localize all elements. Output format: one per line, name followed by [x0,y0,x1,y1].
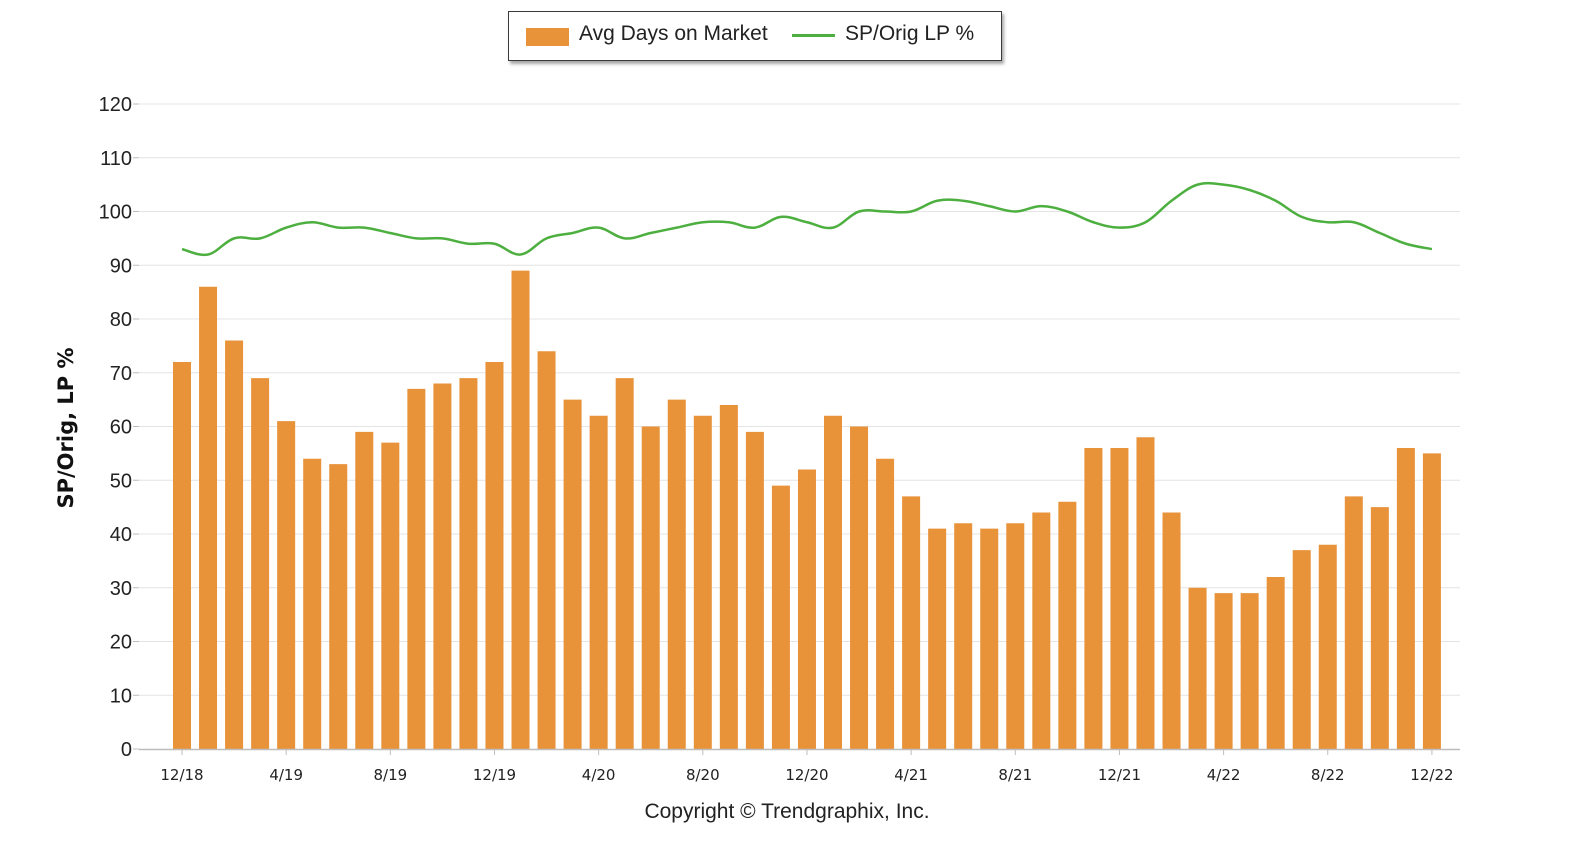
legend-label-line: SP/Orig LP % [845,22,975,45]
bar [485,362,504,749]
line-series [181,181,1433,257]
bar [1422,453,1441,749]
y-tick-label: 30 [110,578,132,600]
bar [667,399,686,749]
bar [1240,593,1259,749]
y-tick-label: 100 [99,202,132,224]
bar [980,528,999,749]
y-tick-label: 110 [100,148,132,170]
bar [771,485,790,749]
x-tick-label: 4/21 [894,766,928,784]
bar [876,458,895,749]
y-tick-label: 70 [110,363,132,385]
x-tick-label: 8/22 [1311,766,1345,784]
x-tick-label: 8/20 [686,766,720,784]
bar [824,415,842,749]
bar [902,496,921,749]
bar [225,340,244,749]
bar [850,426,869,749]
bar [407,388,426,749]
line-path [181,181,1433,257]
x-axis-ticks: 12/18 4/19 8/19 12/19 4/20 8/20 12/20 4/21 8/21 1… [160,749,1454,784]
x-tick-label: 4/22 [1207,766,1241,784]
x-tick-label: 4/19 [269,766,303,784]
x-tick-label: 12/19 [473,766,516,784]
bar [719,405,738,749]
y-tick-label: 20 [110,632,132,654]
bar [1188,587,1207,749]
bar [797,469,816,749]
bar [641,426,660,749]
bar [954,523,973,749]
x-tick-label: 8/21 [998,766,1032,784]
x-tick-label: 12/21 [1098,766,1141,784]
x-tick-label: 12/22 [1410,766,1453,784]
bar [1396,448,1415,749]
bar [1318,544,1337,749]
y-axis-label: SP/Orig, LP % [54,347,78,509]
bar [459,378,478,749]
bar [1032,512,1051,749]
bar [277,421,296,749]
bar [589,415,608,749]
bar [251,378,270,749]
legend: Avg Days on Market SP/Orig LP % [508,11,1002,61]
bar [1214,593,1233,749]
y-tick-label: 0 [121,739,132,761]
bar [1058,501,1077,749]
legend-swatch-line [792,34,835,37]
bar [1162,512,1181,749]
bar [928,528,947,749]
bar [381,442,400,749]
bar [1370,507,1389,749]
legend-swatch-bar [526,28,569,46]
y-tick-label: 10 [110,685,132,707]
bar [563,399,582,749]
bar [1084,448,1103,749]
y-tick-label: 80 [110,309,132,331]
bar [537,351,556,749]
bar [433,383,452,749]
bar [329,464,348,749]
x-tick-label: 12/18 [160,766,203,784]
bar [693,415,712,749]
x-tick-label: 8/19 [373,766,407,784]
bar [173,362,191,749]
bar [1292,550,1311,749]
y-tick-label: 60 [110,417,132,439]
bar [511,270,530,749]
legend-label-bar: Avg Days on Market [579,22,768,45]
bar [355,431,374,749]
x-tick-label: 12/20 [785,766,828,784]
y-tick-label: 50 [110,470,132,492]
bar [199,286,218,749]
bar-series [173,270,1441,749]
copyright-text: Copyright © Trendgraphix, Inc. [644,800,930,823]
bar [1006,523,1025,749]
bar [1136,437,1155,749]
y-tick-label: 90 [110,255,132,277]
bar [303,458,322,749]
bar [1344,496,1363,749]
bar [1266,577,1285,749]
bar [1110,448,1129,749]
y-axis-ticks: 0 10 20 30 40 50 60 70 80 90 100 110 120 [99,94,139,761]
bar [615,378,634,749]
bar [745,431,764,749]
x-tick-label: 4/20 [582,766,616,784]
y-tick-label: 120 [99,94,132,116]
y-tick-label: 40 [110,524,132,546]
